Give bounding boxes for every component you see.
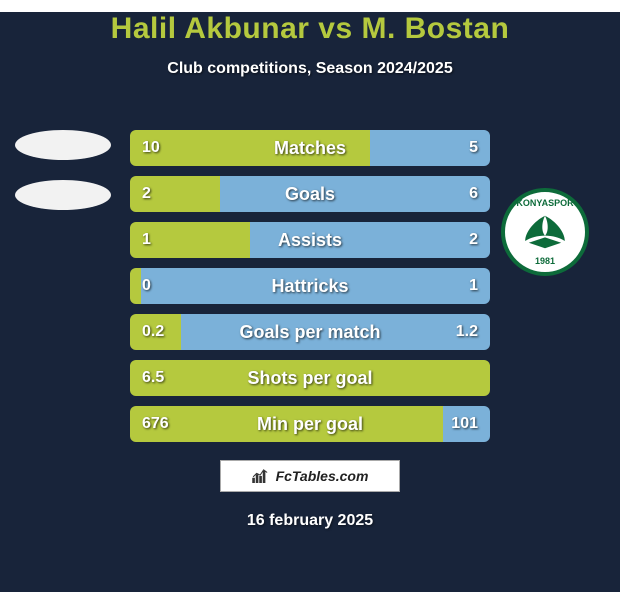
stat-right-value: 5 xyxy=(469,139,478,157)
left-player-logos xyxy=(8,130,118,230)
stat-label: Goals per match xyxy=(130,322,490,343)
stat-right-value: 1 xyxy=(469,277,478,295)
stat-row: 0.2Goals per match1.2 xyxy=(130,314,490,350)
stat-label: Shots per goal xyxy=(130,368,490,389)
club-year: 1981 xyxy=(505,256,585,266)
page-title: Halil Akbunar vs M. Bostan xyxy=(0,12,620,46)
stat-label: Matches xyxy=(130,138,490,159)
stat-right-value: 1.2 xyxy=(456,323,478,341)
stat-label: Min per goal xyxy=(130,414,490,435)
comparison-card: Halil Akbunar vs M. Bostan Club competit… xyxy=(0,12,620,592)
date-label: 16 february 2025 xyxy=(247,512,373,530)
stat-row: 1Assists2 xyxy=(130,222,490,258)
stat-right-value: 101 xyxy=(451,415,478,433)
konyaspor-logo: KONYASPOR 1981 xyxy=(501,188,589,276)
subtitle: Club competitions, Season 2024/2025 xyxy=(0,60,620,78)
stat-row: 6.5Shots per goal xyxy=(130,360,490,396)
club-logo-placeholder xyxy=(15,130,111,160)
stat-row: 0Hattricks1 xyxy=(130,268,490,304)
fctables-logo: FcTables.com xyxy=(220,460,400,492)
stat-row: 676Min per goal101 xyxy=(130,406,490,442)
eagle-icon xyxy=(518,205,572,259)
stat-label: Hattricks xyxy=(130,276,490,297)
footer-label: FcTables.com xyxy=(276,468,369,484)
stat-row: 2Goals6 xyxy=(130,176,490,212)
stat-row: 10Matches5 xyxy=(130,130,490,166)
stat-bars: 10Matches52Goals61Assists20Hattricks10.2… xyxy=(130,130,490,452)
stat-right-value: 6 xyxy=(469,185,478,203)
stat-label: Assists xyxy=(130,230,490,251)
chart-icon xyxy=(252,469,270,483)
stat-label: Goals xyxy=(130,184,490,205)
right-player-logos: KONYASPOR 1981 xyxy=(490,188,600,276)
club-logo-placeholder xyxy=(15,180,111,210)
stat-right-value: 2 xyxy=(469,231,478,249)
